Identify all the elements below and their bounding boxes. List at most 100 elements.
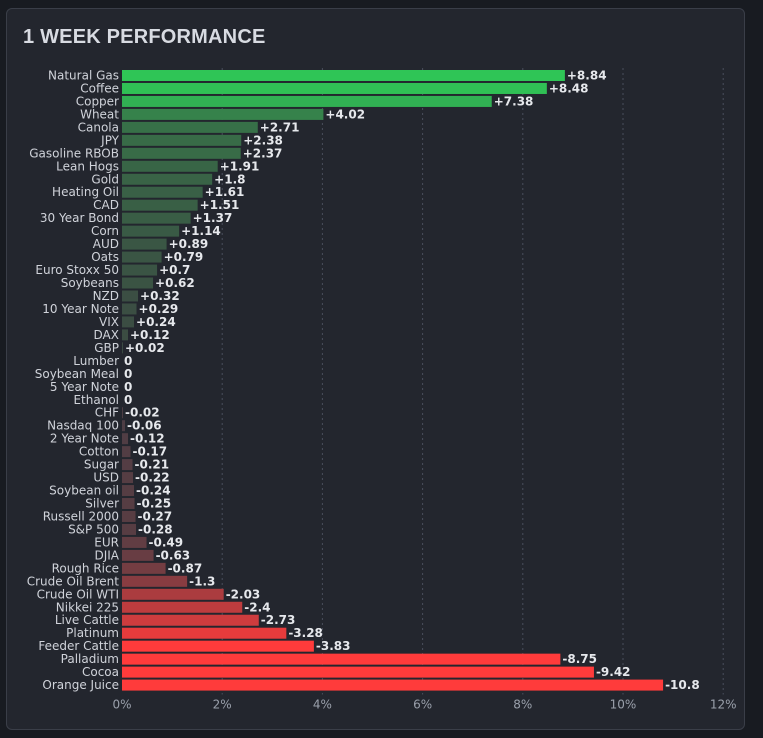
bar [122,472,134,484]
bar [122,653,561,665]
bar [122,549,154,561]
category-label: Feeder Cattle [38,639,119,653]
category-label: Corn [91,224,119,238]
value-label: +0.62 [155,276,195,290]
category-label: Wheat [80,107,119,121]
category-label: 2 Year Note [50,432,119,446]
bar [122,212,191,224]
category-label: CHF [95,406,119,420]
category-label: Cocoa [82,665,119,679]
value-label: +1.8 [214,172,245,186]
x-tick-label: 0% [112,698,131,712]
category-label: Silver [85,497,119,511]
value-label: +8.84 [567,69,607,83]
value-label: 0 [124,354,132,368]
value-label: -8.75 [562,652,597,666]
bar [122,199,198,211]
category-label: Soybean oil [49,484,119,498]
bar [122,640,314,652]
category-label: Rough Rice [52,561,119,575]
bar [122,121,258,133]
category-label: Copper [76,94,119,108]
category-label: Nikkei 225 [56,600,119,614]
category-label: Orange Juice [42,678,119,692]
value-label: +0.12 [130,328,170,342]
category-label: Russell 2000 [43,509,119,523]
value-label: +1.14 [181,224,221,238]
category-label: Euro Stoxx 50 [35,263,119,277]
category-label: Lean Hogs [56,159,119,173]
value-label: +0.02 [125,341,165,355]
bar [122,679,664,691]
grid-lines [221,68,724,695]
value-label: +0.89 [169,237,209,251]
bar [122,134,242,146]
bar [122,588,224,600]
value-label: -0.12 [130,432,165,446]
bar [122,251,162,263]
bar [122,498,135,510]
bar [122,562,166,574]
value-label: -1.3 [189,574,215,588]
x-tick-label: 2% [213,698,232,712]
value-label: -3.83 [316,639,351,653]
bar [122,523,137,535]
value-label: -2.4 [244,600,270,614]
bar [122,510,136,522]
value-label: -0.06 [127,419,162,433]
value-label: +2.38 [243,133,283,147]
value-label: +8.48 [549,81,589,95]
category-label: Sugar [84,458,119,472]
bar [122,316,135,328]
category-label: Canola [78,120,119,134]
category-label: 30 Year Bond [40,211,119,225]
category-label: Cotton [79,445,119,459]
bar [122,575,188,587]
bar [122,342,124,354]
value-label: 0 [124,393,132,407]
chart-title: 1 WEEK PERFORMANCE [23,26,266,48]
x-tick-label: 12% [710,698,737,712]
value-label: +1.37 [193,211,233,225]
category-label: Nasdaq 100 [47,419,119,433]
category-label: Natural Gas [48,69,119,83]
value-label: +1.91 [220,159,260,173]
value-label: 0 [124,367,132,381]
category-label: Heating Oil [52,185,119,199]
value-label: +1.51 [200,198,240,212]
bar [122,238,167,250]
value-label: +1.61 [205,185,245,199]
bar [122,329,129,341]
value-label: -2.03 [226,587,261,601]
value-label: +2.71 [260,120,300,134]
category-label: USD [93,471,119,485]
bar [122,666,594,678]
value-label: -3.28 [288,626,323,640]
category-label: Gasoline RBOB [29,146,119,160]
x-axis-ticks: 0% 2% 4% 6% 8% 10% 12% [112,698,736,712]
bar [122,82,547,94]
category-label: Ethanol [73,393,119,407]
category-label: Palladium [61,652,119,666]
category-label: 10 Year Note [42,302,119,316]
value-label: -10.8 [665,678,700,692]
category-label: Lumber [73,354,119,368]
x-tick-label: 6% [413,698,432,712]
bar [122,290,139,302]
value-label: +2.37 [243,146,283,160]
value-label: +0.7 [159,263,190,277]
bar [122,70,565,81]
value-label: +7.38 [494,94,534,108]
value-label: -0.25 [137,497,172,511]
x-tick-label: 8% [513,698,532,712]
value-label: -0.24 [136,484,171,498]
category-label: Soybeans [61,276,119,290]
value-label: -0.21 [135,458,170,472]
performance-panel: 1 WEEK PERFORMANCE Natural Gas +8.84 Coffe… [6,8,745,730]
bar [122,601,243,613]
bar [122,459,133,471]
value-label: +4.02 [325,107,365,121]
bar [122,627,287,639]
bar [122,225,180,237]
category-label: Coffee [80,81,119,95]
